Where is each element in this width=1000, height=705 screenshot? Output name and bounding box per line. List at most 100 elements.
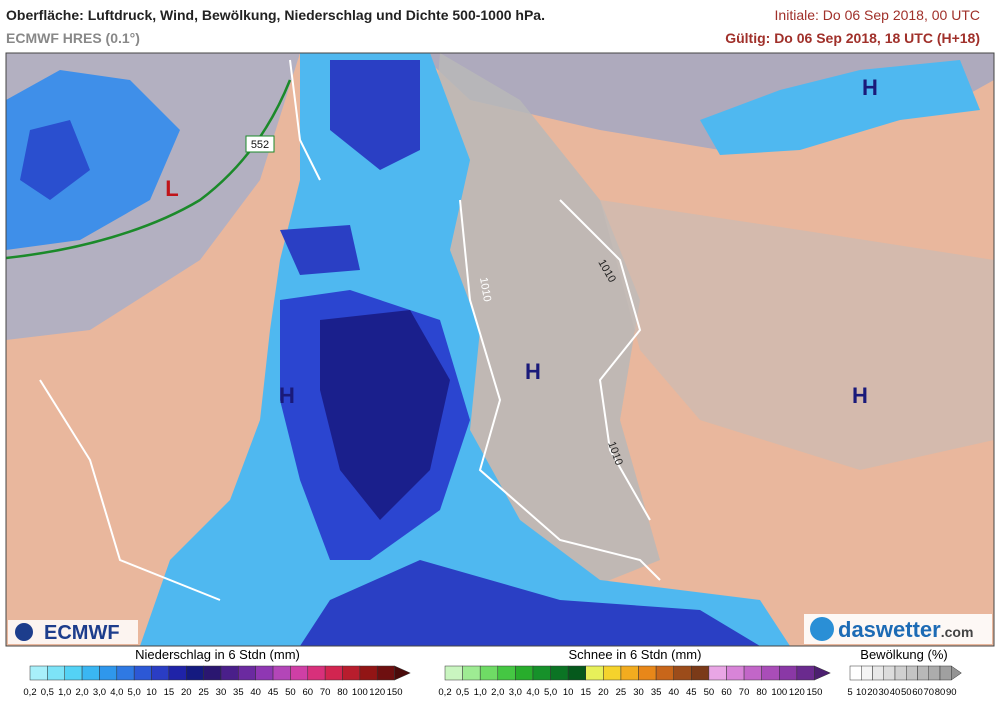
legend-tick-label: 70 xyxy=(320,687,331,698)
legend-swatch xyxy=(796,665,815,681)
legend-swatch xyxy=(708,665,727,681)
legend-swatch xyxy=(691,665,710,681)
logo-bg xyxy=(804,614,992,644)
legend-tick-label: 0,2 xyxy=(438,687,451,698)
legend-tick-label: 80 xyxy=(337,687,348,698)
legend-swatch xyxy=(928,665,941,681)
legend-swatch xyxy=(99,665,118,681)
legend-tick-label: 20 xyxy=(867,687,878,698)
legend-swatch xyxy=(603,665,622,681)
legend-tick-label: 15 xyxy=(580,687,591,698)
valid-time: Gültig: Do 06 Sep 2018, 18 UTC (H+18) xyxy=(725,30,980,46)
legend-tick-label: 10 xyxy=(563,687,574,698)
legend-arrow xyxy=(394,665,411,681)
isoline-label: 1010 xyxy=(477,276,493,302)
logo-ecmwf: ECMWF xyxy=(44,622,120,644)
legend-swatch xyxy=(894,665,907,681)
legend-tick-label: 40 xyxy=(890,687,901,698)
legend-tick-label: 35 xyxy=(651,687,662,698)
legend-tick-label: 0,5 xyxy=(41,687,54,698)
legend-tick-label: 50 xyxy=(901,687,912,698)
legend-tick-label: 45 xyxy=(268,687,279,698)
legend-tick-label: 10 xyxy=(856,687,867,698)
legend-swatch xyxy=(567,665,586,681)
legend-tick-label: 60 xyxy=(912,687,923,698)
legend-swatch xyxy=(47,665,65,681)
initial-time: Initiale: Do 06 Sep 2018, 00 UTC xyxy=(775,7,980,23)
legend-swatch xyxy=(497,665,516,681)
high-label: H xyxy=(862,75,878,100)
legend-swatch xyxy=(307,665,326,681)
legend-tick-label: 1,0 xyxy=(58,687,71,698)
legend-swatch xyxy=(324,665,343,681)
legend-swatch xyxy=(290,665,309,681)
high-label: H xyxy=(525,359,541,384)
legend-swatch xyxy=(939,665,952,681)
legend-tick-label: 2,0 xyxy=(491,687,504,698)
legend-tick-label: 50 xyxy=(704,687,715,698)
logo-icon xyxy=(810,617,834,641)
legend-swatch xyxy=(779,665,798,681)
legend-swatch xyxy=(655,665,674,681)
legend-tick-label: 150 xyxy=(807,687,823,698)
legend-swatch xyxy=(444,665,463,681)
legend-swatch xyxy=(883,665,896,681)
legend-swatch xyxy=(272,665,291,681)
legend-tick-label: 120 xyxy=(789,687,805,698)
legend-tick-label: 70 xyxy=(739,687,750,698)
legend-tick-label: 40 xyxy=(250,687,261,698)
legend-arrow xyxy=(814,665,831,681)
legend-swatch xyxy=(116,665,135,681)
legend-tick-label: 5 xyxy=(847,687,852,698)
legend-swatch xyxy=(872,665,884,681)
legend-tick-label: 100 xyxy=(771,687,787,698)
legend-tick-label: 30 xyxy=(633,687,644,698)
legend-swatch xyxy=(638,665,657,681)
legends: Niederschlag in 6 Stdn (mm) 0,2 0,5 1,0 2,0 3… xyxy=(23,647,962,698)
isoline-label: 552 xyxy=(251,139,269,151)
legend-swatch xyxy=(479,665,499,681)
legend-tick-label: 10 xyxy=(146,687,157,698)
legend-swatch xyxy=(151,665,170,681)
legend-swatch xyxy=(168,665,187,681)
legend-swatch xyxy=(203,665,222,681)
legend-tick-label: 3,0 xyxy=(93,687,106,698)
legend-tick-label: 25 xyxy=(198,687,209,698)
legend-tick-label: 40 xyxy=(668,687,679,698)
legend-tick-label: 45 xyxy=(686,687,697,698)
legend-swatch xyxy=(462,665,481,681)
legend-swatch xyxy=(220,665,239,681)
legend-swatch xyxy=(29,665,48,681)
legend-tick-label: 80 xyxy=(756,687,767,698)
legend-tick-label: 100 xyxy=(352,687,368,698)
legend-swatch xyxy=(515,665,534,681)
legend-swatch xyxy=(550,665,569,681)
legend-swatch xyxy=(359,665,378,681)
high-label: H xyxy=(279,383,295,408)
legend-tick-label: 25 xyxy=(616,687,627,698)
legend-swatch xyxy=(849,665,862,681)
legend-tick-label: 60 xyxy=(302,687,313,698)
legend-tick-label: 30 xyxy=(878,687,889,698)
legend-tick-label: 35 xyxy=(233,687,244,698)
legend-swatch xyxy=(585,665,604,681)
legend-tick-label: 70 xyxy=(923,687,934,698)
legend-swatch xyxy=(133,665,152,681)
legend-swatch xyxy=(342,665,361,681)
legend-tick-label: 3,0 xyxy=(509,687,522,698)
legend-swatch xyxy=(761,665,780,681)
legend-tick-label: 5,0 xyxy=(544,687,557,698)
high-label: H xyxy=(852,383,868,408)
legend-swatch xyxy=(861,665,873,681)
legend-tick-label: 5,0 xyxy=(128,687,141,698)
legend-tick-label: 80 xyxy=(935,687,946,698)
legend-swatch xyxy=(906,665,918,681)
model: ECMWF HRES (0.1°) xyxy=(6,30,140,46)
legend-tick-label: 15 xyxy=(164,687,175,698)
legend-title: Niederschlag in 6 Stdn (mm) xyxy=(135,647,300,662)
low-label: L xyxy=(165,176,178,201)
legend-swatch xyxy=(186,665,204,681)
legend-arrow xyxy=(951,665,962,681)
map: L H H H H 552 1010 1010 1010 ECMWF daswe… xyxy=(5,52,995,647)
legend-tick-label: 0,2 xyxy=(23,687,36,698)
